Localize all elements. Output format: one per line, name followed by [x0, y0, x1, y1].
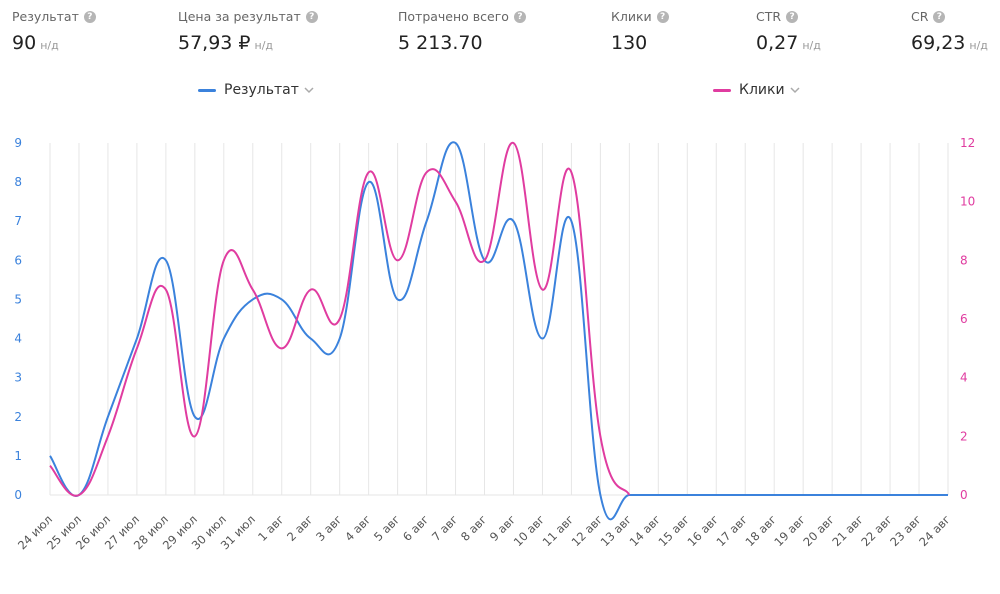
chevron-down-icon [790, 87, 800, 94]
x-tick-label: 17 авг [713, 512, 750, 549]
x-tick-label: 1 авг [255, 512, 287, 544]
x-tick-label: 22 авг [858, 512, 895, 549]
legend-right-series-selector[interactable]: Клики [713, 82, 800, 98]
help-icon[interactable]: ? [513, 10, 526, 23]
x-tick-label: 12 авг [569, 512, 606, 549]
metric-unit: н/д [254, 39, 274, 52]
help-icon[interactable]: ? [305, 10, 318, 23]
legend-swatch [713, 88, 731, 92]
metric-total-spent: Потрачено всего? 5 213.70 [398, 9, 526, 54]
y-right-tick-label: 0 [960, 488, 968, 502]
y-right-tick-label: 8 [960, 253, 968, 267]
metric-label: CR [911, 9, 929, 24]
y-left-tick-label: 2 [14, 410, 22, 424]
x-tick-label: 11 авг [540, 512, 577, 549]
metric-unit: н/д [40, 39, 59, 52]
x-tick-label: 14 авг [627, 512, 664, 549]
series-line-clicks [49, 141, 631, 497]
x-tick-label: 4 авг [342, 512, 374, 544]
x-tick-label: 24 авг [916, 512, 953, 549]
metric-cr: CR? 69,23 н/д [911, 9, 988, 54]
help-icon[interactable]: ? [786, 10, 799, 23]
x-tick-label: 18 авг [742, 512, 779, 549]
x-tick-label: 16 авг [684, 512, 721, 549]
metric-label: CTR [756, 9, 782, 24]
metric-label: Результат [12, 9, 79, 24]
x-tick-label: 5 авг [371, 512, 403, 544]
metrics-bar: Результат? 90 н/д Цена за результат? 57,9… [0, 0, 1000, 70]
x-tick-label: 21 авг [829, 512, 866, 549]
metric-label: Цена за результат [178, 9, 301, 24]
x-tick-label: 20 авг [800, 512, 837, 549]
metric-value: 57,93 ₽ [178, 32, 251, 54]
x-tick-label: 13 авг [598, 512, 635, 549]
metric-cost-per-result: Цена за результат? 57,93 ₽ н/д [178, 9, 318, 54]
metric-value: 69,23 [911, 32, 966, 54]
help-icon[interactable]: ? [656, 10, 669, 23]
y-left-tick-label: 5 [14, 292, 22, 306]
y-left-tick-label: 0 [14, 488, 22, 502]
x-tick-label: 2 авг [284, 512, 316, 544]
help-icon[interactable]: ? [83, 10, 96, 23]
y-right-tick-label: 10 [960, 195, 975, 209]
metric-result: Результат? 90 н/д [12, 9, 96, 54]
x-tick-label: 23 авг [887, 512, 924, 549]
y-right-tick-label: 2 [960, 429, 968, 443]
y-right-tick-label: 6 [960, 312, 968, 326]
x-tick-label: 15 авг [656, 512, 693, 549]
x-tick-label: 6 авг [400, 512, 432, 544]
y-left-tick-label: 1 [14, 449, 22, 463]
metric-ctr: CTR? 0,27 н/д [756, 9, 821, 54]
metric-value: 90 [12, 32, 37, 54]
y-left-tick-label: 6 [14, 253, 22, 267]
legend-swatch [198, 88, 216, 92]
y-left-tick-label: 4 [14, 332, 22, 346]
metric-unit: н/д [802, 39, 821, 52]
y-right-tick-label: 4 [960, 371, 968, 385]
metric-value: 130 [611, 32, 648, 54]
legend-label: Результат [224, 82, 299, 98]
x-tick-label: 19 авг [771, 512, 808, 549]
metric-value: 0,27 [756, 32, 799, 54]
metric-label: Клики [611, 9, 652, 24]
y-left-tick-label: 9 [14, 136, 22, 150]
y-left-tick-label: 7 [14, 214, 22, 228]
x-tick-label: 7 авг [429, 512, 461, 544]
metric-label: Потрачено всего [398, 9, 509, 24]
metric-unit: н/д [969, 39, 988, 52]
y-left-tick-label: 3 [14, 371, 22, 385]
y-left-tick-label: 8 [14, 175, 22, 189]
legend-label: Клики [739, 82, 785, 98]
metric-clicks: Клики? 130 [611, 9, 669, 54]
legend-left-series-selector[interactable]: Результат [198, 82, 314, 98]
x-tick-label: 10 авг [511, 512, 548, 549]
chevron-down-icon [304, 87, 314, 94]
y-right-tick-label: 12 [960, 136, 975, 150]
metric-value: 5 213.70 [398, 32, 483, 54]
x-tick-label: 3 авг [313, 512, 345, 544]
help-icon[interactable]: ? [933, 10, 946, 23]
x-tick-label: 8 авг [458, 512, 490, 544]
